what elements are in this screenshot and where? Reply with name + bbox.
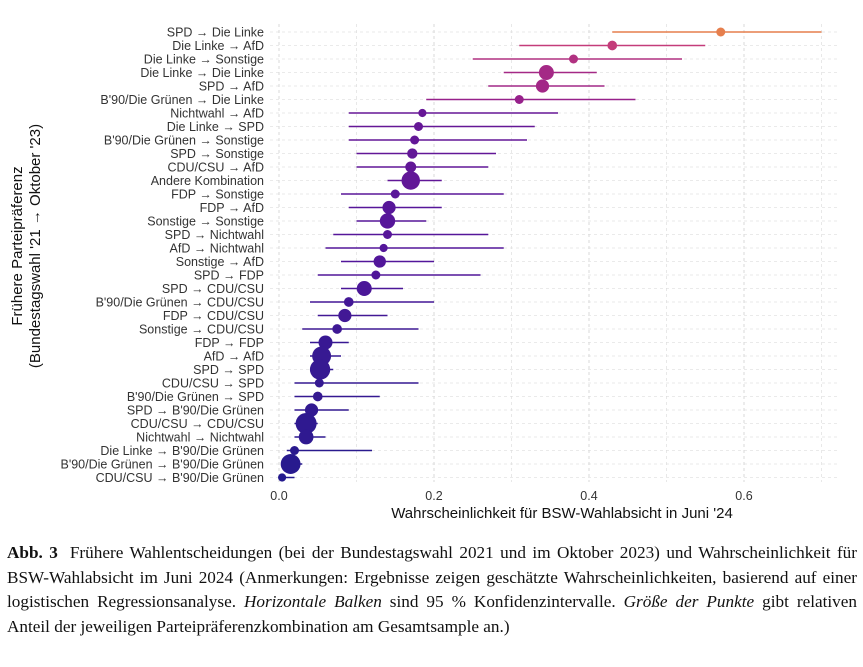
estimate-point: [413, 121, 424, 132]
estimate-point: [373, 255, 386, 268]
y-tick-label: SPD → B'90/Die Grünen: [127, 403, 264, 417]
estimate-point: [332, 324, 342, 334]
estimate-point: [295, 413, 317, 434]
y-tick-label: CDU/CSU → AfD: [167, 160, 264, 174]
estimate-point: [338, 308, 352, 323]
estimate-point: [312, 391, 323, 402]
y-tick-label: CDU/CSU → B'90/Die Grünen: [96, 471, 264, 485]
estimate-point: [390, 189, 400, 199]
y-tick-label: SPD → Die Linke: [167, 25, 264, 39]
y-tick-label: Andere Kombination: [151, 174, 264, 188]
x-tick-label: 0.0: [270, 489, 287, 503]
y-axis-title-line2: (Bundestagswahl '21 → Oktober '23): [27, 124, 44, 368]
estimate-point: [382, 200, 396, 215]
y-tick-label: B'90/Die Grünen → Die Linke: [100, 93, 264, 107]
gridlines: [270, 24, 838, 482]
estimate-points: [278, 27, 726, 482]
estimate-point: [298, 429, 314, 445]
y-tick-label: CDU/CSU → CDU/CSU: [131, 417, 264, 431]
ci-bars: [279, 31, 822, 479]
estimate-point: [382, 229, 393, 240]
y-tick-label: SPD → FDP: [194, 268, 264, 282]
y-tick-label: Die Linke → B'90/Die Grünen: [100, 444, 264, 458]
y-tick-label: FDP → CDU/CSU: [163, 309, 264, 323]
estimate-point: [568, 54, 579, 64]
estimate-point: [407, 148, 418, 159]
x-tick-label: 0.2: [425, 489, 442, 503]
y-tick-label: AfD → AfD: [204, 349, 264, 363]
estimate-point: [356, 280, 372, 297]
estimate-point: [318, 335, 333, 350]
caption-label: Abb. 3: [7, 543, 58, 562]
y-tick-label: B'90/Die Grünen → B'90/Die Grünen: [61, 457, 265, 471]
y-axis-title-line1: Frühere Parteipräferenz: [9, 166, 26, 325]
estimate-point: [405, 161, 417, 173]
caption-text-2: sind 95 % Konfidenzintervalle.: [381, 592, 624, 611]
estimate-point: [535, 79, 550, 93]
caption-text-3: gibt relativen Anteil der jeweiligen Par…: [7, 592, 857, 636]
caption-emphasis-1: Horizontale Balken: [243, 592, 382, 611]
y-tick-label: Sonstige → CDU/CSU: [139, 322, 264, 336]
y-tick-label: Die Linke → AfD: [172, 39, 264, 53]
y-tick-label: SPD → Nichtwahl: [165, 228, 264, 242]
estimate-point: [379, 213, 396, 229]
caption-emphasis-2: Größe der Punkte: [623, 592, 755, 611]
y-tick-label: AfD → Nichtwahl: [170, 241, 264, 255]
estimate-point: [371, 270, 381, 280]
y-tick-label: SPD → CDU/CSU: [162, 282, 264, 296]
y-tick-label: FDP → AfD: [200, 201, 264, 215]
estimate-point: [716, 27, 726, 37]
estimate-point: [401, 171, 420, 190]
y-axis-title: Frühere Parteipräferenz (Bundestagswahl …: [9, 124, 44, 368]
y-tick-label: B'90/Die Grünen → Sonstige: [104, 133, 264, 147]
y-tick-label: Sonstige → Sonstige: [147, 214, 264, 228]
x-tick-label: 0.6: [735, 489, 752, 503]
y-tick-label: SPD → AfD: [199, 79, 264, 93]
estimate-point: [379, 243, 388, 253]
estimate-point: [410, 135, 420, 145]
estimate-point: [538, 64, 554, 81]
y-tick-label: FDP → Sonstige: [171, 187, 264, 201]
estimate-point: [280, 454, 301, 474]
x-tick-label: 0.4: [580, 489, 597, 503]
estimate-point: [607, 40, 618, 51]
estimate-point: [514, 94, 524, 105]
y-tick-label: CDU/CSU → SPD: [162, 376, 264, 390]
estimate-point: [289, 445, 300, 456]
y-tick-label: Die Linke → SPD: [167, 120, 264, 134]
figure-caption: Abb. 3 Frühere Wahlentscheidungen (bei de…: [7, 541, 857, 639]
x-tick-labels: 0.0 0.2 0.4 0.6: [270, 489, 752, 503]
y-tick-label: Die Linke → Sonstige: [144, 52, 264, 66]
y-tick-label: Die Linke → Die Linke: [140, 66, 264, 80]
y-tick-label: B'90/Die Grünen → CDU/CSU: [96, 295, 264, 309]
estimate-point: [309, 359, 331, 380]
estimate-point: [418, 108, 427, 118]
estimate-point: [314, 378, 324, 388]
y-tick-label: Nichtwahl → AfD: [170, 106, 264, 120]
y-tick-label: FDP → FDP: [195, 336, 264, 350]
estimate-point: [278, 473, 287, 482]
y-tick-label: Nichtwahl → Nichtwahl: [136, 430, 264, 444]
y-tick-label: B'90/Die Grünen → SPD: [127, 390, 264, 404]
y-tick-label: SPD → Sonstige: [170, 147, 264, 161]
x-axis-title: Wahrscheinlichkeit für BSW-Wahlabsicht i…: [391, 505, 733, 522]
y-tick-label: Sonstige → AfD: [176, 255, 264, 269]
estimate-point: [343, 297, 354, 307]
caption-text-1: Frühere Wahlentscheidungen (bei der Bund…: [7, 543, 857, 611]
y-tick-label: SPD → SPD: [193, 363, 264, 377]
